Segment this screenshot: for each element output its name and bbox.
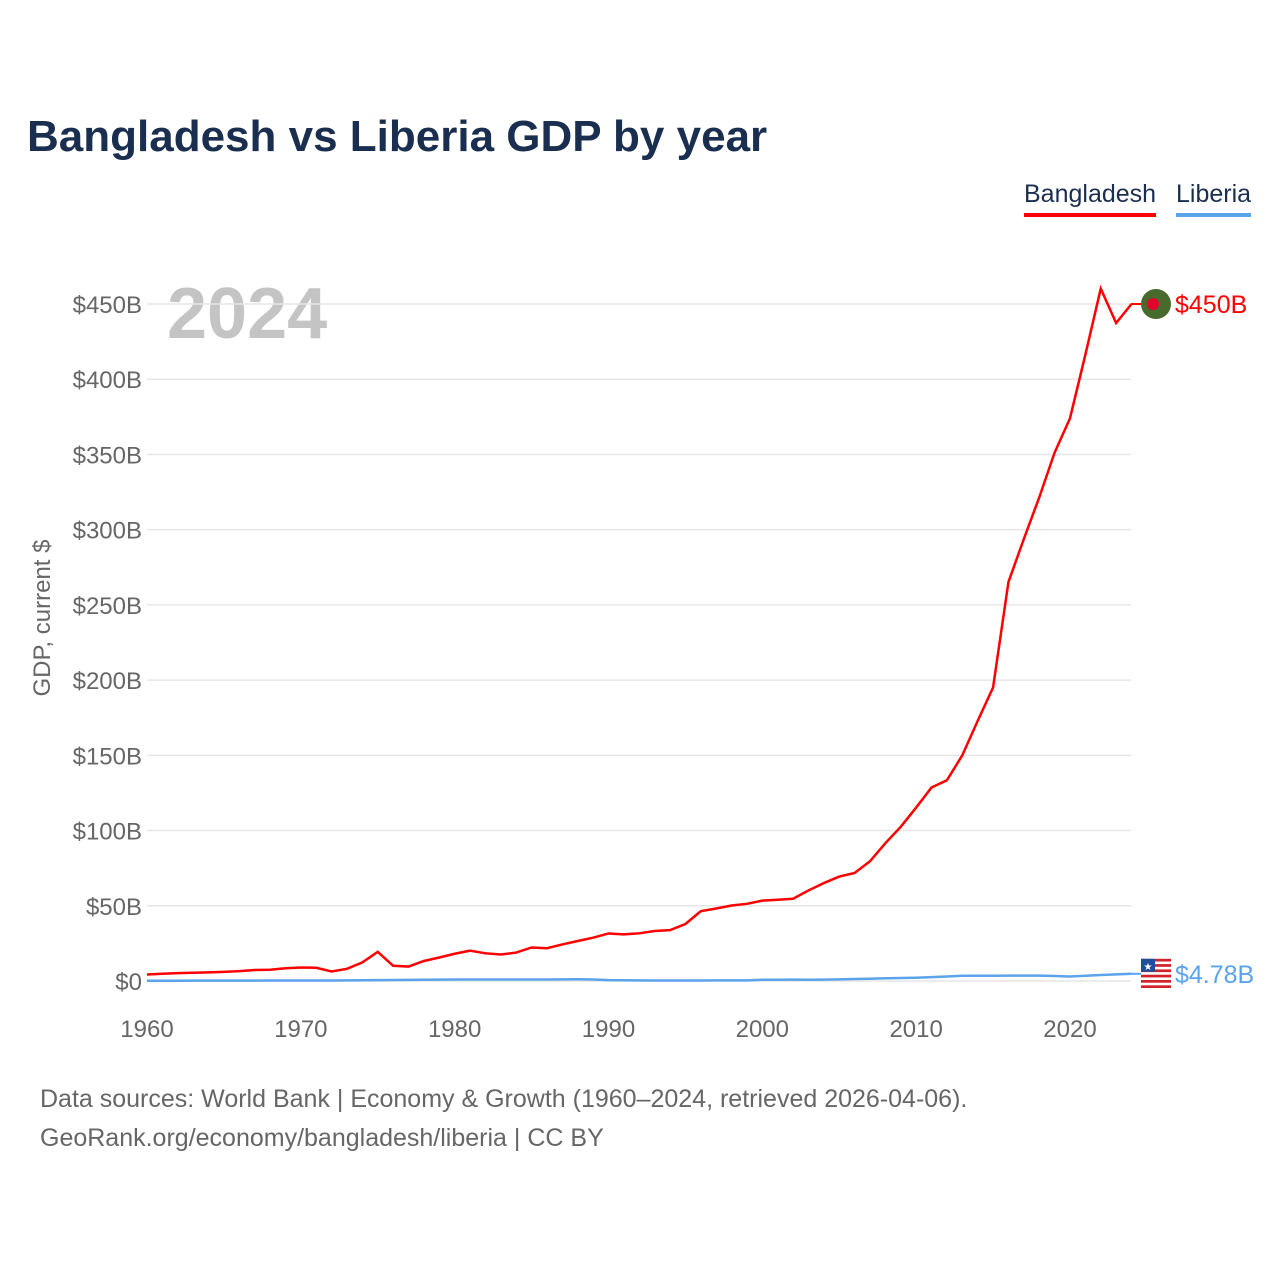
flag-stripe xyxy=(1141,980,1171,983)
x-tick-label: 1970 xyxy=(274,1016,327,1043)
bangladesh-flag-disc xyxy=(1147,298,1159,311)
legend-bangladesh[interactable]: Bangladesh xyxy=(1024,180,1157,217)
y-tick-label: $0 xyxy=(115,969,142,996)
year-watermark: 2024 xyxy=(167,274,327,354)
x-tick-label: 2020 xyxy=(1043,1016,1096,1043)
footer-attribution[interactable]: GeoRank.org/economy/bangladesh/liberia |… xyxy=(40,1124,604,1152)
x-tick-label: 1990 xyxy=(582,1016,635,1043)
y-axis-label: GDP, current $ xyxy=(29,540,56,697)
end-value-label: $4.78B xyxy=(1175,961,1254,989)
y-tick-label: $300B xyxy=(73,518,142,545)
y-tick-label: $200B xyxy=(73,668,142,695)
flag-stripe xyxy=(1141,964,1171,967)
flag-canton xyxy=(1141,958,1155,972)
flag-stripe xyxy=(1141,974,1171,978)
series-line-bangladesh xyxy=(146,284,1133,976)
line-chart: 2024 $0 $50B $100B $150B $200B $250B $300B $350B… xyxy=(29,274,1254,1043)
flag-stripe xyxy=(1141,969,1171,973)
y-tick-label: $100B xyxy=(73,819,142,846)
x-tick-label: 1960 xyxy=(120,1016,173,1043)
x-tick-label: 2000 xyxy=(736,1016,789,1043)
flag-stripe xyxy=(1141,985,1171,989)
y-tick-label: $400B xyxy=(73,367,142,394)
y-tick-label: $150B xyxy=(73,743,142,770)
y-tick-label: $450B xyxy=(73,292,142,319)
legend-liberia[interactable]: Liberia xyxy=(1176,180,1252,217)
x-tick-label: 2010 xyxy=(889,1016,942,1043)
y-tick-label: $50B xyxy=(86,894,142,921)
y-tick-label: $350B xyxy=(73,442,142,469)
y-tick-label: $250B xyxy=(73,593,142,620)
end-value-label: $450B xyxy=(1175,291,1247,319)
flag-star: ★ xyxy=(1144,962,1153,973)
flag-stripe xyxy=(1141,958,1171,962)
series-line-liberia xyxy=(147,972,1132,982)
chart-title: Bangladesh vs Liberia GDP by year xyxy=(27,112,768,161)
x-tick-label: 1980 xyxy=(428,1016,481,1043)
footer-sources: Data sources: World Bank | Economy & Gro… xyxy=(40,1085,968,1113)
